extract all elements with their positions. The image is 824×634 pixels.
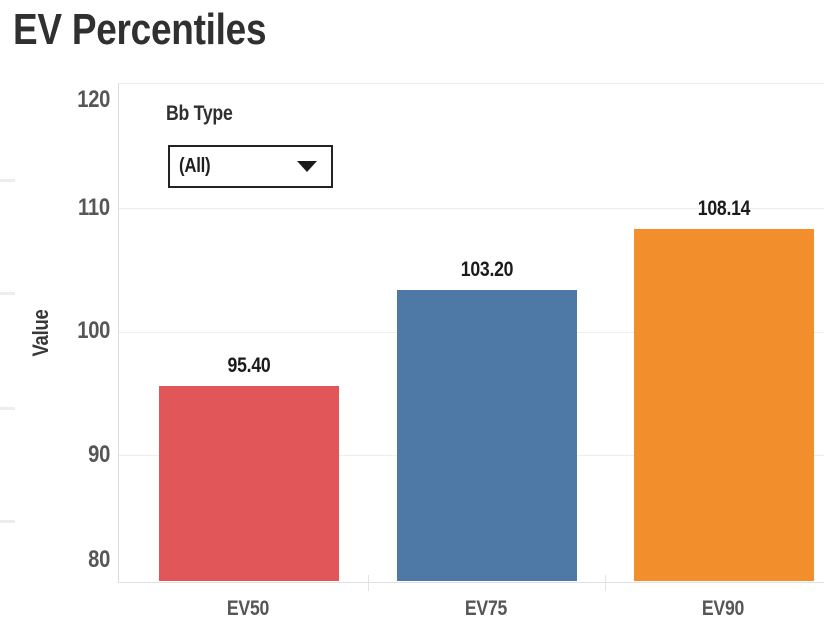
left-edge-gridline-stub	[0, 292, 15, 295]
bar-ev75[interactable]	[396, 289, 577, 581]
bar-value-label: 103.20	[455, 259, 517, 280]
left-edge-gridline-stub	[0, 520, 15, 523]
filter-label: Bb Type	[166, 102, 245, 126]
bb-type-dropdown[interactable]: (All)	[168, 145, 333, 188]
page-title-text: EV Percentiles	[13, 5, 267, 54]
x-axis-tick-label-ev50: EV50	[223, 598, 273, 619]
x-axis-tick-label-ev75: EV75	[460, 598, 510, 619]
plot-area: 95.40 103.20 108.14	[118, 83, 824, 591]
filter-label-text: Bb Type	[166, 102, 233, 125]
y-axis-tick-text: 120	[77, 86, 110, 113]
y-axis-tick-label: 80	[0, 546, 110, 574]
bar-value-text: 95.40	[227, 353, 271, 377]
filter-selected-value: (All)	[179, 155, 216, 178]
x-axis: EV50 EV75 EV90	[118, 583, 824, 634]
y-axis-tick-text: 110	[78, 193, 110, 221]
y-axis: 80 90 100 110 120	[0, 83, 110, 583]
caret-down-icon[interactable]	[297, 161, 317, 172]
y-axis-tick-label: 100	[0, 317, 110, 345]
x-axis-tick-label-ev90: EV90	[698, 598, 748, 619]
x-axis-tick-text: EV75	[464, 597, 507, 620]
y-axis-tick-label: 120	[0, 86, 110, 114]
x-axis-tick-text: EV50	[226, 597, 270, 620]
x-axis-tick-text: EV90	[701, 597, 745, 620]
category-divider-tick	[367, 575, 369, 591]
left-edge-gridline-stub	[0, 407, 15, 410]
category-divider-tick	[605, 575, 607, 591]
y-axis-tick-label: 90	[0, 441, 110, 469]
gridline-110	[119, 208, 824, 210]
y-axis-tick-label: 110	[0, 194, 110, 222]
y-axis-tick-text: 80	[88, 546, 110, 573]
bar-value-label: 108.14	[693, 198, 755, 219]
page-title: EV Percentiles	[13, 5, 315, 54]
bar-ev90[interactable]	[634, 228, 814, 581]
y-axis-tick-text: 100	[77, 317, 110, 345]
bar-value-text: 103.20	[460, 257, 513, 281]
bar-ev50[interactable]	[159, 385, 339, 581]
left-edge-gridline-stub	[0, 179, 15, 182]
filter-selected-value-text: (All)	[179, 155, 211, 177]
y-axis-tick-text: 90	[88, 440, 110, 468]
bar-value-text: 108.14	[697, 196, 751, 220]
bar-value-label: 95.40	[223, 355, 274, 376]
